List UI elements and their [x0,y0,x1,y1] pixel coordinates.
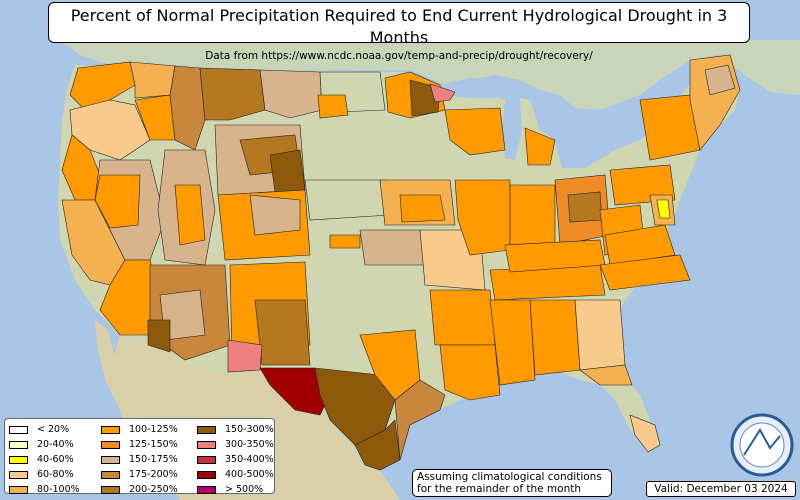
region-ks-orange [329,234,361,249]
legend-label: > 500% [225,484,264,495]
region-fl-south [629,414,661,453]
legend-label: < 20% [37,424,70,435]
region-fl-north [579,364,633,386]
legend-label: 300-350% [225,439,274,450]
legend-label: 100-125% [129,424,178,435]
legend-item: 125-150% [101,437,178,452]
region-ks-tan [359,229,426,266]
legend-column-2: 100-125% 125-150% 150-175% 175-200% 200-… [101,422,178,497]
legend-swatch [197,455,216,464]
region-oh-brown [567,191,603,223]
region-ar [429,289,496,346]
legend: < 20% 20-40% 40-60% 60-80% 80-100% 100-1… [4,418,275,497]
region-in [509,184,556,251]
assumption-note: Assuming climatological conditions for t… [412,469,612,497]
drought-regions [61,54,741,471]
title-box: Percent of Normal Precipitation Required… [48,2,750,62]
legend-item: 150-175% [101,452,178,467]
region-nm-pink [227,339,263,373]
legend-item: > 500% [197,482,274,497]
legend-item: 60-80% [9,467,80,482]
region-ms [489,299,536,386]
legend-item: 350-400% [197,452,274,467]
region-tn [489,264,606,301]
legend-column-1: < 20% 20-40% 40-60% 60-80% 80-100% [9,422,80,497]
legend-item: 400-500% [197,467,274,482]
legend-item: 40-60% [9,452,80,467]
legend-label: 200-250% [129,484,178,495]
legend-swatch [101,440,120,449]
legend-swatch [197,470,216,479]
legend-label: 150-300% [225,424,274,435]
legend-label: 400-500% [225,469,274,480]
legend-swatch [101,485,120,494]
region-tx-coast [394,379,446,461]
lake-michigan [502,98,522,160]
region-mn-pink [429,83,456,103]
region-ne-brown [704,64,736,96]
lake-superior [440,78,520,98]
region-montana-w [199,67,266,121]
region-montana-e [259,69,323,119]
legend-label: 60-80% [37,469,74,480]
lake-erie [560,148,615,168]
legend-label: 350-400% [225,454,274,465]
region-la [439,344,501,401]
region-mi [524,127,556,166]
canada-land [60,40,800,110]
legend-item: 300-350% [197,437,274,452]
nexlab-logo-icon [730,413,794,477]
legend-label: 20-40% [37,439,74,450]
legend-item: 80-100% [9,482,80,497]
legend-item: 200-250% [101,482,178,497]
region-ga [574,299,626,371]
legend-label: 150-175% [129,454,178,465]
legend-swatch [101,425,120,434]
region-va [604,224,676,266]
legend-swatch [9,455,28,464]
region-nm-brown [254,299,311,366]
map-subtitle: Data from https://www.ncdc.noaa.gov/temp… [205,50,593,62]
legend-item: < 20% [9,422,80,437]
valid-date: Valid: December 03 2024 [646,481,796,497]
region-wa-east [129,61,176,99]
legend-swatch [9,470,28,479]
legend-label: 80-100% [37,484,80,495]
map-title: Percent of Normal Precipitation Required… [70,6,728,47]
region-md-yellow [656,199,671,219]
region-az-dark [147,319,171,353]
region-al [529,299,581,376]
region-nv-orange [94,174,141,229]
region-co-tan [249,194,301,236]
legend-item: 100-125% [101,422,178,437]
legend-column-3: 150-300% 300-350% 350-400% 400-500% > 50… [197,422,274,497]
region-wy-dark [269,149,306,193]
legend-item: 175-200% [101,467,178,482]
baja [95,320,140,440]
note-line-1: Assuming climatological conditions [417,471,602,483]
region-ia-orange [399,194,446,223]
legend-swatch [197,440,216,449]
legend-label: 175-200% [129,469,178,480]
legend-item: 150-300% [197,422,274,437]
legend-item: 20-40% [9,437,80,452]
legend-label: 40-60% [37,454,74,465]
legend-swatch [101,470,120,479]
legend-swatch [101,455,120,464]
legend-swatch [197,425,216,434]
legend-swatch [9,485,28,494]
legend-swatch [197,485,216,494]
region-ut-orange [174,184,206,246]
legend-swatch [9,440,28,449]
legend-label: 125-150% [129,439,178,450]
region-ne [304,179,391,221]
region-nc [599,254,691,291]
region-nd-orange [317,94,349,119]
region-il [454,179,511,256]
note-line-2: for the remainder of the month [417,483,582,495]
region-wi [444,107,506,156]
legend-swatch [9,425,28,434]
